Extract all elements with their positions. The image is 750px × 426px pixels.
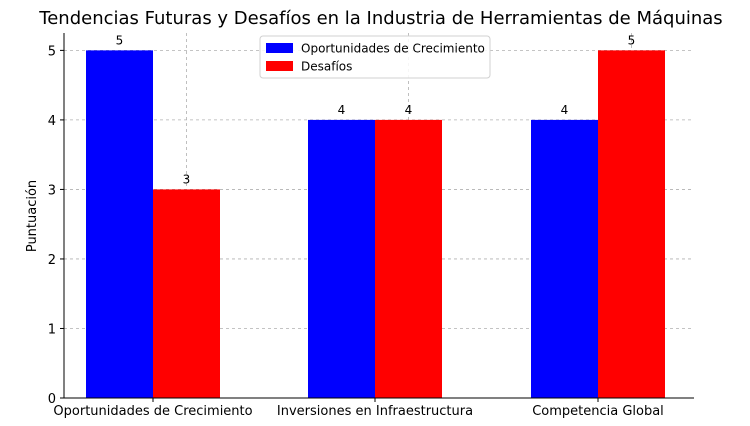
y-tick-label: 5	[48, 44, 56, 59]
legend-swatch	[266, 43, 293, 53]
y-tick-label: 4	[48, 114, 56, 129]
data-label: 3	[183, 172, 191, 186]
y-ticks: 0 1 2 3 4 5	[48, 44, 64, 407]
y-tick-label: 2	[48, 253, 56, 268]
data-label: 4	[405, 103, 413, 117]
bar	[308, 119, 375, 399]
axes	[63, 33, 694, 399]
y-tick-label: 1	[48, 322, 56, 337]
legend: Oportunidades de Crecimiento Desafíos	[259, 35, 491, 79]
bar	[531, 119, 598, 399]
x-tick-label: Oportunidades de Crecimiento	[53, 404, 252, 419]
data-labels: 5 3 4 4 4 5	[116, 33, 636, 186]
data-label: 5	[116, 33, 124, 47]
y-tick-label: 3	[48, 183, 56, 198]
data-label: 4	[338, 103, 346, 117]
bars	[86, 50, 665, 399]
x-tick-label: Inversiones en Infraestructura	[277, 404, 473, 419]
data-label: 5	[628, 33, 636, 47]
x-tick-label: Competencia Global	[532, 404, 664, 419]
chart-title: Tendencias Futuras y Desafíos en la Indu…	[38, 8, 722, 29]
x-ticks: Oportunidades de Crecimiento Inversiones …	[53, 398, 664, 419]
legend-label: Oportunidades de Crecimiento	[301, 42, 485, 56]
bar	[86, 50, 153, 398]
bar	[153, 189, 220, 398]
data-label: 4	[561, 103, 569, 117]
y-axis-label: Puntuación	[25, 180, 40, 252]
legend-label: Desafíos	[301, 60, 352, 74]
legend-swatch	[266, 61, 293, 71]
y-tick-label: 0	[48, 392, 56, 407]
bar	[598, 50, 665, 398]
bar	[375, 119, 442, 399]
legend-box	[259, 35, 491, 79]
